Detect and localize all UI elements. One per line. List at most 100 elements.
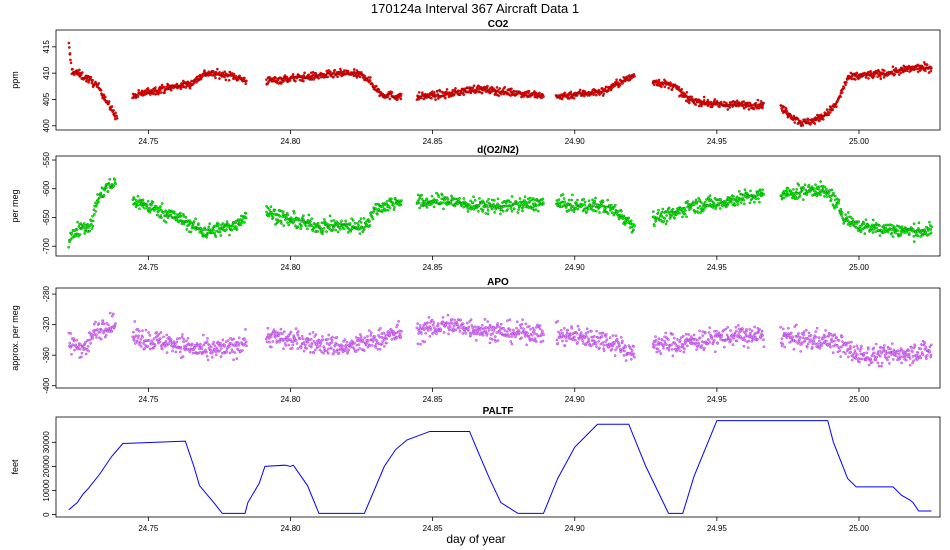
apo-point (178, 350, 182, 354)
o2n2-point (386, 208, 390, 212)
apo-point (398, 332, 402, 336)
apo-point (310, 337, 313, 341)
apo-point (596, 336, 600, 339)
apo-point (108, 330, 111, 333)
o2n2-point (629, 219, 633, 223)
figure-title: 170124a Interval 367 Aircraft Data 1 (371, 1, 579, 16)
apo-point (506, 319, 509, 323)
apo-point (88, 331, 92, 335)
o2n2-point (481, 208, 485, 212)
apo-point (613, 354, 617, 358)
o2n2-point (606, 212, 610, 215)
o2n2-point (280, 222, 283, 225)
o2n2-point (512, 207, 516, 211)
o2n2-point (727, 201, 730, 205)
o2n2-point (353, 222, 357, 225)
o2n2-point (380, 209, 384, 212)
co2-point (583, 90, 587, 93)
o2n2-point (486, 206, 489, 209)
apo-point (312, 340, 316, 343)
apo-point (713, 350, 717, 354)
apo-point (726, 326, 729, 329)
o2n2-point (368, 219, 371, 223)
apo-point (358, 337, 361, 341)
co2-point (567, 94, 570, 97)
apo-point (800, 342, 804, 345)
apo-point (81, 345, 85, 349)
co2-point (477, 84, 480, 88)
o2n2-point (320, 227, 323, 231)
apo-point (716, 342, 719, 345)
apo-point (890, 342, 894, 345)
o2n2-point (309, 220, 312, 223)
apo-point (432, 331, 435, 335)
co2-point (291, 73, 295, 76)
apo-point (224, 340, 228, 344)
o2n2-point (141, 198, 145, 202)
co2-point (218, 71, 221, 74)
apo-point (455, 320, 459, 324)
apo-point (858, 360, 861, 364)
o2n2-point (179, 214, 183, 218)
apo-point (179, 347, 183, 350)
o2n2-point (134, 199, 138, 202)
o2n2-point (814, 190, 818, 194)
apo-point (153, 344, 157, 347)
apo-point (399, 335, 403, 338)
apo-point (347, 348, 351, 352)
apo-point (531, 326, 535, 330)
o2n2-point (593, 202, 597, 205)
apo-point (894, 354, 898, 358)
o2n2-point (518, 204, 522, 208)
o2n2-point (582, 197, 585, 201)
apo-point (205, 340, 209, 343)
apo-point (798, 335, 802, 339)
apo-point (424, 331, 428, 335)
o2n2-point (732, 198, 736, 201)
o2n2-point (653, 224, 656, 228)
apo-point (601, 331, 605, 335)
co2-point (279, 82, 283, 85)
co2-point (497, 94, 501, 97)
apo-point (890, 353, 893, 356)
co2-point (685, 91, 689, 94)
co2-point (615, 78, 618, 82)
o2n2-point (296, 225, 300, 229)
o2n2-point (287, 223, 291, 227)
co2-point (709, 100, 713, 104)
co2-point (67, 41, 71, 45)
o2n2-point (798, 194, 802, 198)
apo-point (488, 341, 492, 345)
apo-point (557, 330, 560, 334)
apo-point (178, 337, 181, 340)
apo-point (684, 341, 688, 344)
apo-point (841, 340, 844, 344)
o2n2-point (802, 186, 806, 190)
apo-point (735, 329, 738, 333)
o2n2-point (591, 198, 594, 202)
apo-point (294, 339, 298, 342)
o2n2-point (350, 217, 354, 221)
apo-point (376, 348, 380, 351)
apo-point (725, 338, 728, 342)
apo-point (615, 337, 619, 341)
apo-point (880, 361, 884, 365)
o2n2-point (159, 205, 162, 208)
o2n2-point (583, 203, 587, 207)
apo-point (533, 328, 536, 332)
apo-point (692, 333, 696, 337)
o2n2-point (522, 205, 525, 209)
o2n2-point (268, 208, 271, 212)
apo-point (244, 340, 248, 344)
co2-point (218, 77, 221, 80)
apo-point (802, 333, 805, 337)
co2-point (471, 86, 475, 90)
o2n2-point (864, 218, 868, 222)
apo-point (741, 327, 744, 330)
apo-point (662, 347, 665, 350)
o2n2-point (363, 228, 366, 231)
apo-point (473, 325, 477, 328)
apo-point (243, 338, 246, 341)
o2n2-point (885, 223, 889, 227)
apo-point (577, 328, 581, 331)
